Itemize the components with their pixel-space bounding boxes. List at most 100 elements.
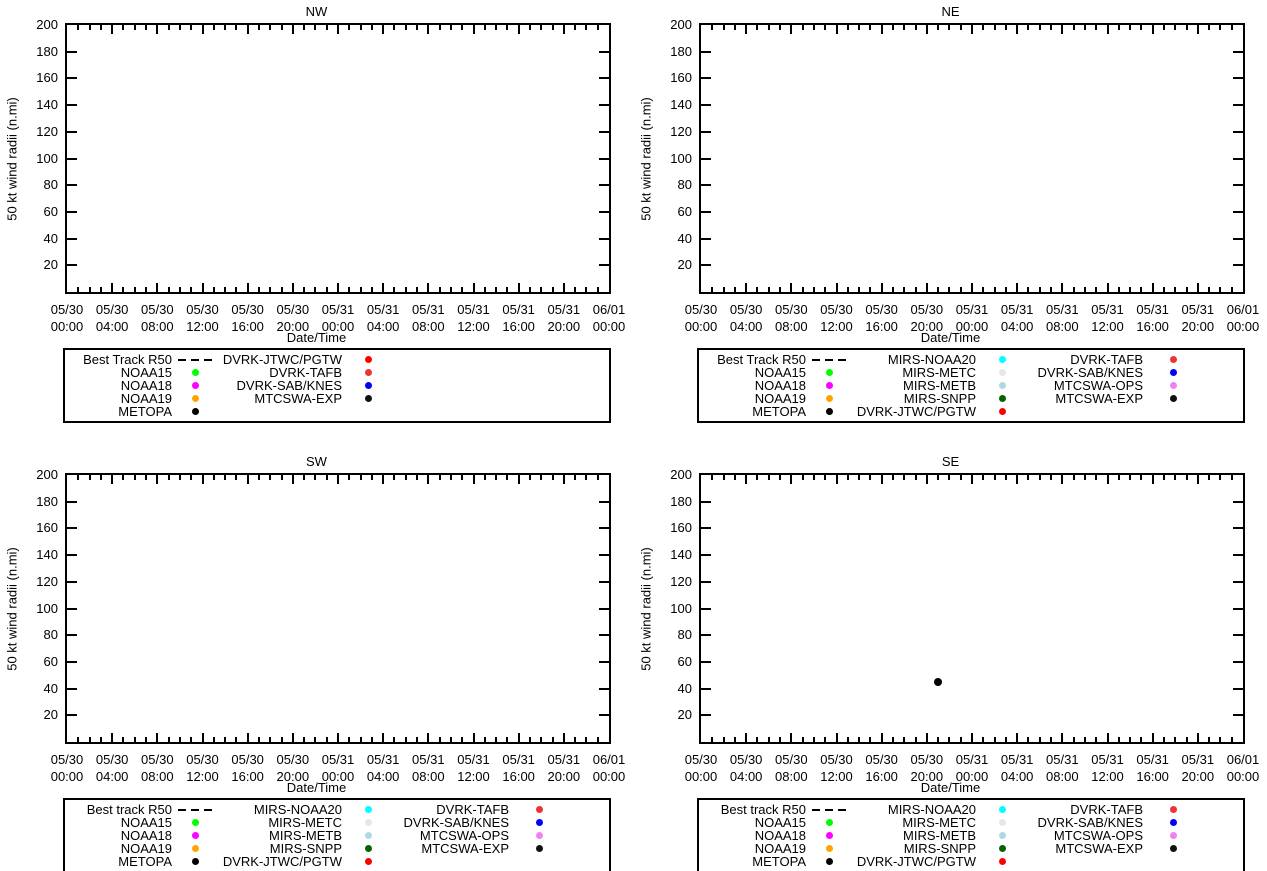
x-minor-tick [1140,25,1143,30]
x-major-tick [1106,25,1109,34]
legend-label: Best Track R50 [717,352,806,367]
legend-marker [976,366,1028,379]
legend-label: DVRK-SAB/KNES [236,378,342,393]
legend-dot [825,382,833,389]
x-minor-tick [1185,287,1188,292]
legend-label: NOAA18 [754,828,806,843]
legend-marker [172,405,218,418]
x-major-tick [562,283,565,292]
x-minor-tick [145,287,148,292]
x-major-tick [1061,475,1064,484]
legend-marker [976,816,1028,829]
x-minor-tick [438,737,441,742]
legend-label: MTCSWA-EXP [1055,391,1143,406]
legend-label: NOAA18 [120,828,172,843]
x-minor-tick [370,737,373,742]
y-major-tick [67,210,77,213]
y-major-tick [1233,687,1243,690]
x-minor-tick [133,287,136,292]
x-tick-date: 05/31 [1046,752,1079,767]
legend-marker [342,803,394,816]
x-minor-tick [325,737,328,742]
x-tick-date: 05/30 [141,752,174,767]
x-major-tick [835,283,838,292]
x-tick-date: 05/31 [366,752,400,767]
y-major-tick [1233,607,1243,610]
y-major-tick [599,237,609,240]
x-minor-tick [483,287,486,292]
y-major-tick [1233,660,1243,663]
x-minor-tick [959,475,962,480]
x-minor-tick [359,25,362,30]
x-minor-tick [438,287,441,292]
legend-label: NOAA18 [120,378,172,393]
x-minor-tick [1004,25,1007,30]
legend-marker [806,366,852,379]
y-major-tick [67,554,77,557]
x-major-tick [925,283,928,292]
x-minor-tick [585,287,588,292]
y-axis-label-text: 50 kt wind radii (n.mi) [4,96,20,221]
x-minor-tick [1038,25,1041,30]
x-minor-tick [1219,737,1222,742]
legend-dot [1169,369,1177,376]
x-major-tick [201,25,204,34]
x-minor-tick [903,25,906,30]
x-minor-tick [280,287,283,292]
x-major-tick [517,25,520,34]
x-major-tick [562,475,565,484]
x-minor-tick [257,287,260,292]
legend-marker [342,392,394,405]
x-minor-tick [1230,287,1233,292]
x-minor-tick [858,737,861,742]
legend-marker [806,405,852,418]
x-minor-tick [325,25,328,30]
x-minor-tick [122,475,125,480]
x-minor-tick [982,737,985,742]
y-major-tick [701,210,711,213]
legend-label: NOAA15 [754,365,806,380]
x-minor-tick [1050,737,1053,742]
y-major-tick [701,184,711,187]
legend-marker [1143,366,1203,379]
x-minor-tick [359,737,362,742]
x-minor-tick [812,25,815,30]
y-major-tick [67,500,77,503]
x-tick-date: 05/31 [1181,752,1215,767]
x-tick-date: 05/30 [729,752,763,767]
x-minor-tick [722,737,725,742]
x-major-tick [337,475,339,484]
x-minor-tick [88,737,91,742]
x-minor-tick [461,737,464,742]
legend-label: DVRK-JTWC/PGTW [856,854,976,869]
x-minor-tick [235,475,238,480]
legend-marker [976,855,1028,868]
y-major-tick [1233,500,1243,503]
x-minor-tick [303,737,306,742]
x-minor-tick [483,737,486,742]
x-minor-tick [303,25,306,30]
x-minor-tick [585,25,588,30]
legend-label: METOPA [118,854,172,869]
x-tick-date: 05/30 [276,752,310,767]
x-minor-tick [914,25,917,30]
x-minor-tick [1185,737,1188,742]
legend-marker [509,803,569,816]
y-major-tick [1233,157,1243,160]
x-tick-date: 05/31 [955,752,989,767]
x-minor-tick [1095,475,1098,480]
y-major-tick [599,687,609,690]
legend: Best track R50 NOAA15 NOAA18 NOAA19 METOPA MI… [697,798,1245,871]
y-major-tick [599,210,609,213]
y-axis-label: 50 kt wind radii (n.mi) [2,23,22,294]
x-minor-tick [574,25,577,30]
x-minor-tick [348,25,351,30]
legend-dot [364,356,372,363]
x-major-tick [337,25,339,34]
y-major-tick [701,660,711,663]
x-minor-tick [540,25,543,30]
x-minor-tick [1230,737,1233,742]
x-axis-label: Date/Time [286,330,347,345]
panel-title: SW [306,454,327,469]
